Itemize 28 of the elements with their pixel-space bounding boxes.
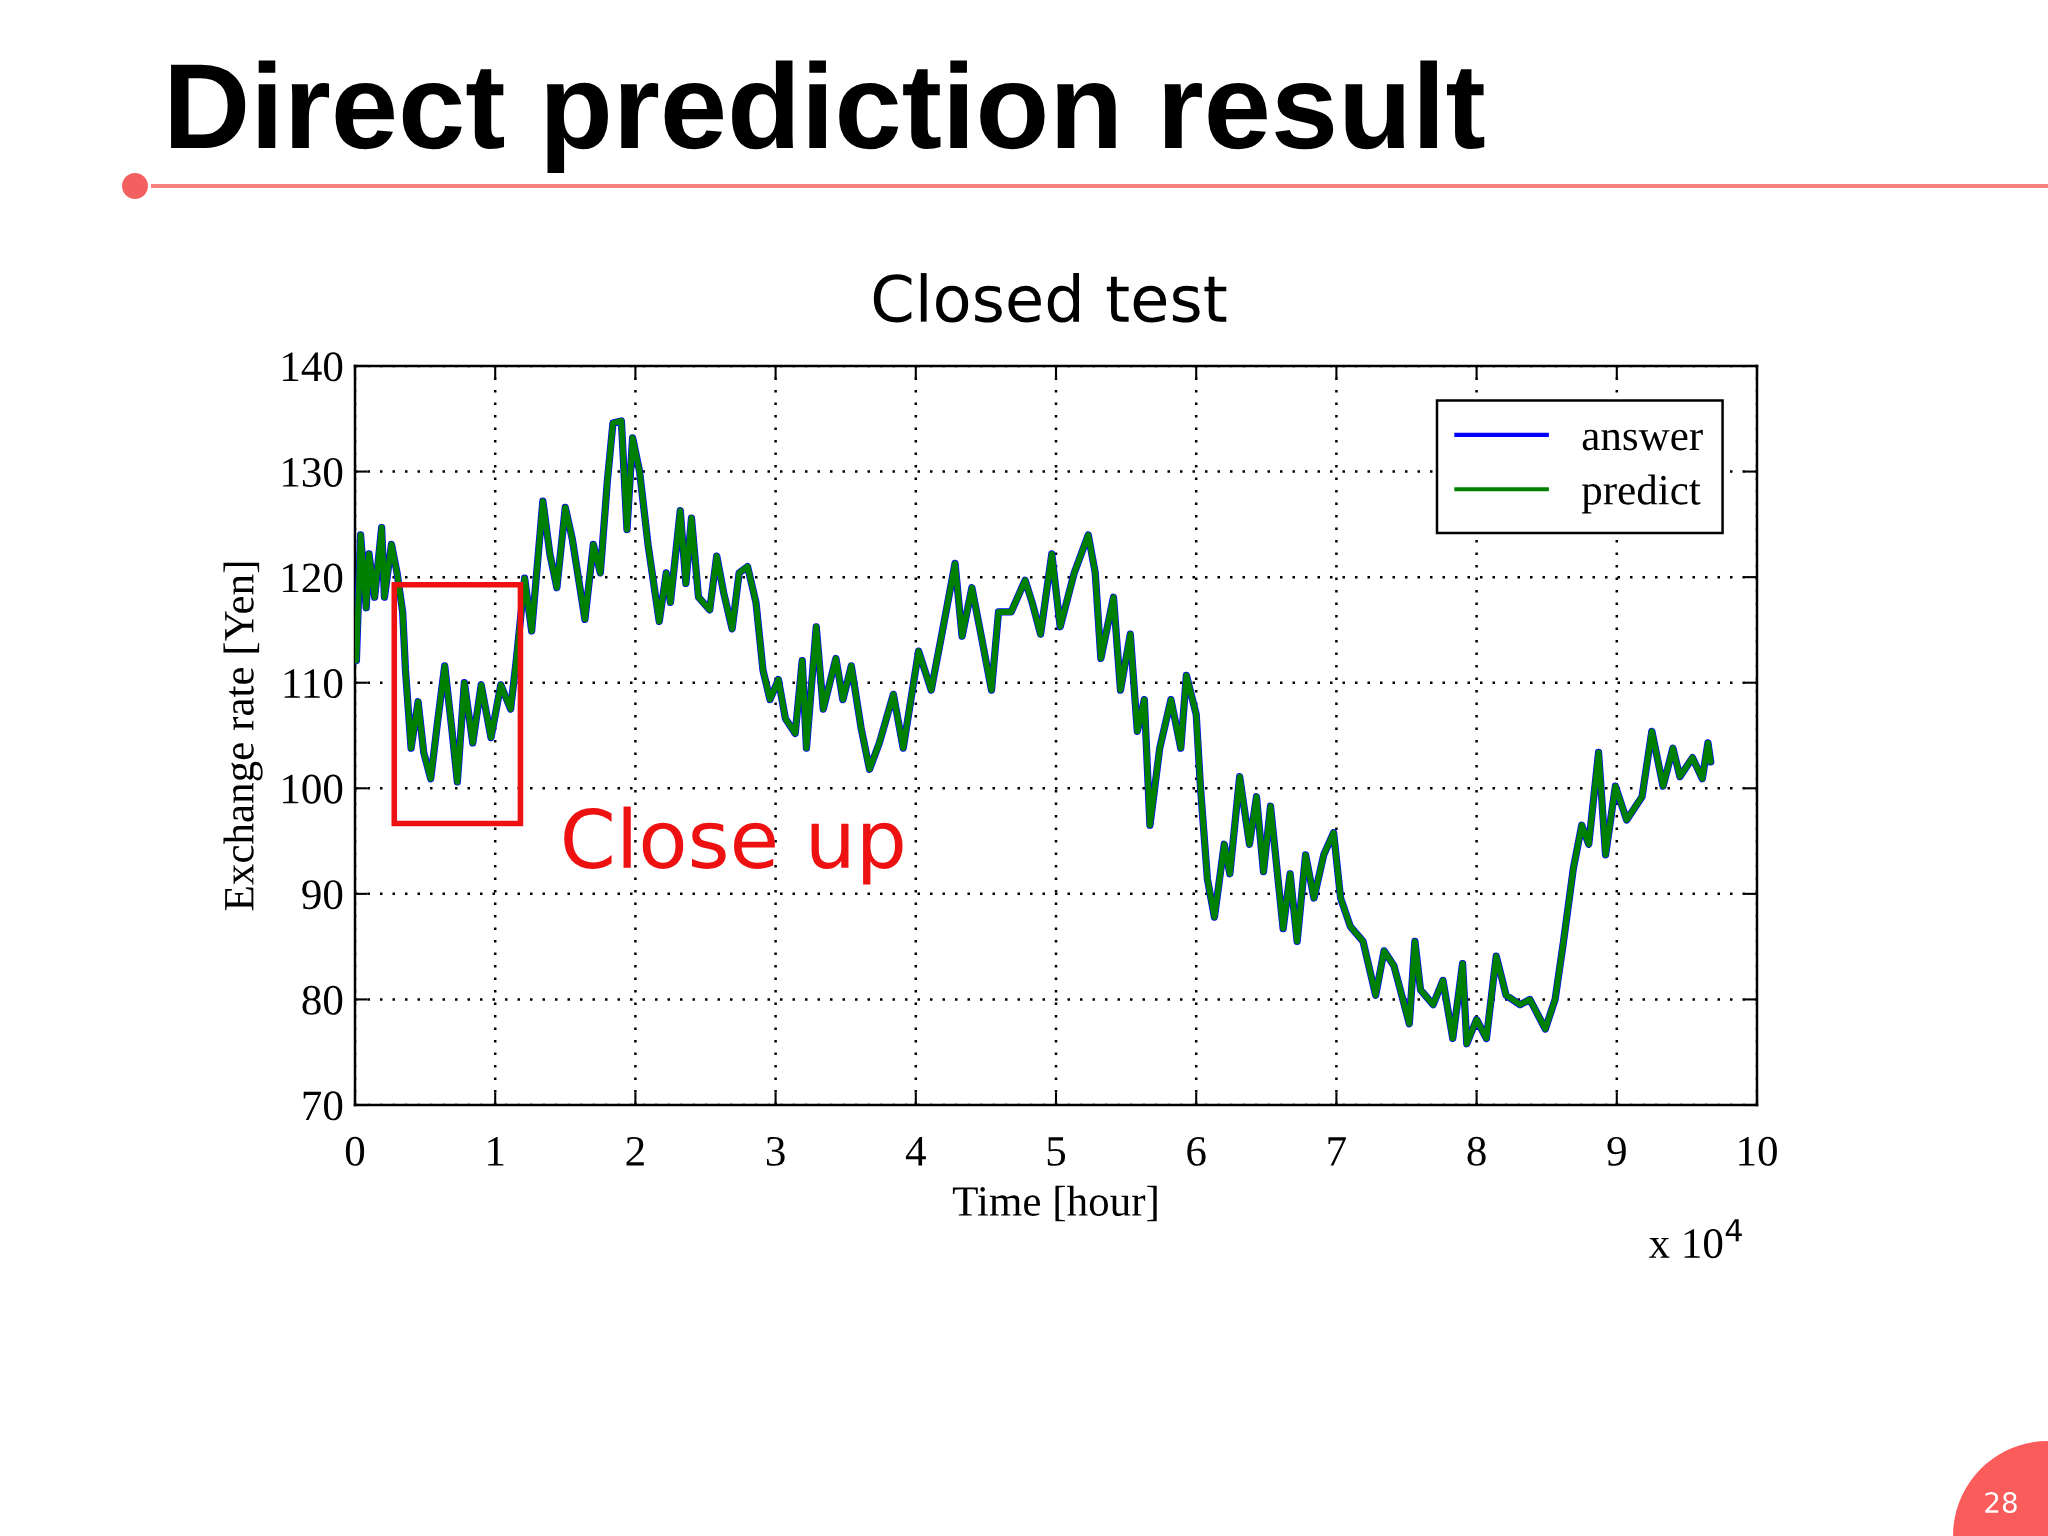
- chart-title: Direct prediction result: [171, 60, 1485, 174]
- y-tick-label: 90: [302, 880, 343, 910]
- y-axis-title: Exchange rate [Yen]: [223, 562, 263, 911]
- x-tick-label: 0: [345, 1136, 365, 1166]
- annotation: Close up: [564, 806, 903, 885]
- x-tick-label: 4: [905, 1137, 926, 1166]
- y-tick-label: 80: [302, 985, 343, 1015]
- legend-label: answer: [1582, 429, 1703, 451]
- y-tick-label: 140: [283, 352, 343, 382]
- legend-label: predict: [1581, 474, 1701, 514]
- x-tick-label: 9: [1607, 1136, 1626, 1166]
- x-tick-label: 3: [766, 1136, 785, 1166]
- y-tick-label: 120: [283, 563, 343, 593]
- chart-subtitle: Closed test: [873, 273, 1227, 323]
- y-tick-label: 130: [283, 457, 343, 487]
- y-tick-label: 70: [303, 1091, 343, 1121]
- text: x 10$^{4}$: [1648, 1219, 1742, 1259]
- x-tick-label: 1: [488, 1137, 504, 1166]
- text: 28: [1985, 1492, 2017, 1514]
- x-tick-label: 2: [626, 1136, 644, 1166]
- x-tick-label: 8: [1467, 1136, 1486, 1166]
- x-axis-title: Time [hour]: [952, 1185, 1157, 1222]
- x-tick-label: 6: [1187, 1136, 1206, 1166]
- x-tick-label: 10: [1739, 1136, 1777, 1166]
- y-tick-label: 110: [284, 669, 343, 699]
- y-tick-label: 100: [283, 774, 343, 804]
- x-tick-label: 5: [1047, 1137, 1066, 1166]
- x-tick-label: 7: [1328, 1137, 1346, 1166]
